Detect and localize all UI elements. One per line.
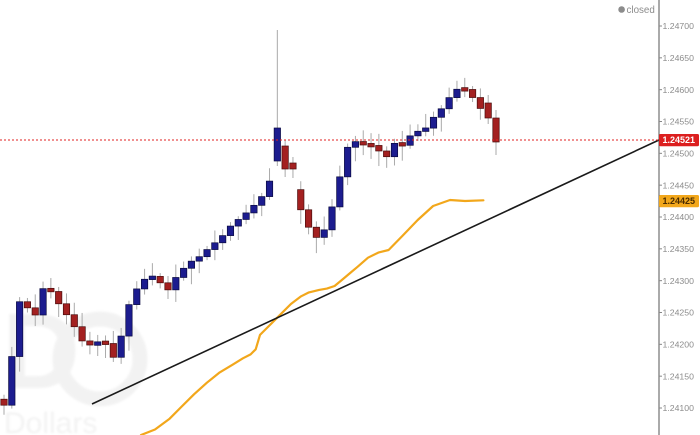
svg-text:Dollars: Dollars: [4, 407, 97, 435]
svg-text:1.24450: 1.24450: [663, 180, 695, 190]
svg-text:1.24250: 1.24250: [663, 308, 695, 318]
svg-text:1.24400: 1.24400: [663, 212, 695, 222]
svg-text:1.24550: 1.24550: [663, 117, 695, 127]
svg-text:1.24650: 1.24650: [663, 53, 695, 63]
svg-text:1.24150: 1.24150: [663, 371, 695, 381]
svg-text:1.24100: 1.24100: [663, 403, 695, 413]
svg-text:1.24700: 1.24700: [663, 21, 695, 31]
svg-text:1.24200: 1.24200: [663, 340, 695, 350]
svg-text:1.24521: 1.24521: [663, 135, 696, 145]
svg-text:closed: closed: [627, 5, 655, 16]
svg-text:1.24300: 1.24300: [663, 276, 695, 286]
svg-text:1.24600: 1.24600: [663, 85, 695, 95]
svg-text:1.24500: 1.24500: [663, 149, 695, 159]
svg-text:1.24425: 1.24425: [663, 196, 696, 206]
svg-text:1.24350: 1.24350: [663, 244, 695, 254]
